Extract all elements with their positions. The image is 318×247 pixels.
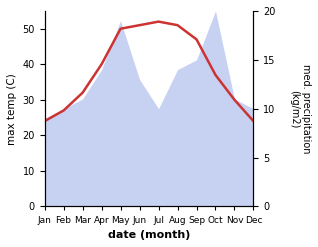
- Y-axis label: max temp (C): max temp (C): [7, 73, 17, 144]
- Y-axis label: med. precipitation
(kg/m2): med. precipitation (kg/m2): [289, 64, 311, 153]
- X-axis label: date (month): date (month): [108, 230, 190, 240]
